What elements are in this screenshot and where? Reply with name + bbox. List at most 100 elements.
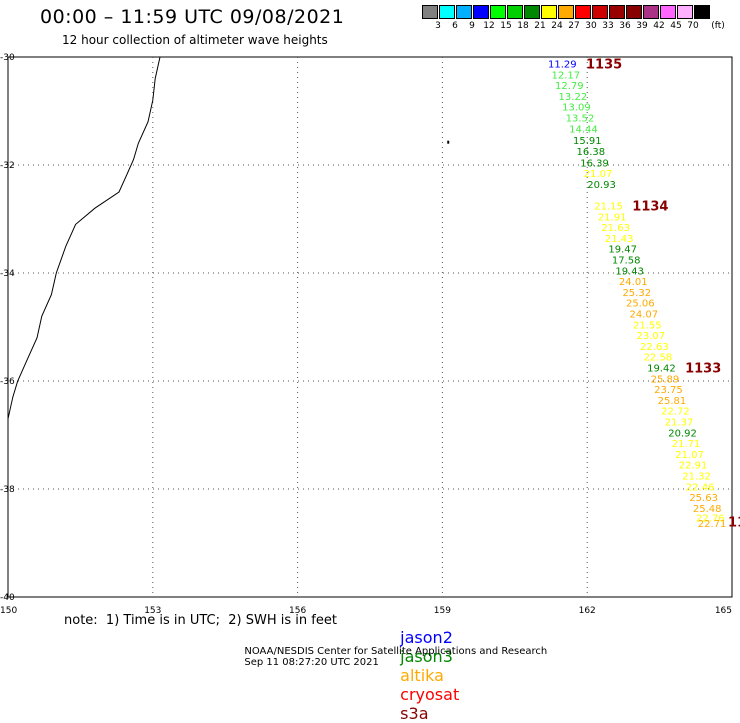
swh-label: 20.92: [668, 428, 697, 439]
satellite-altika: altika: [400, 666, 444, 685]
map-subtitle: 12 hour collection of altimeter wave hei…: [62, 33, 328, 47]
map-frame: [7, 56, 733, 598]
track-id-label: 1133: [685, 362, 721, 377]
legend-label: 42: [653, 21, 665, 31]
legend-label: 21: [534, 21, 546, 31]
swh-label: 22.63: [640, 342, 669, 353]
swh-label: 12.17: [552, 70, 581, 81]
island-marker: [447, 140, 450, 144]
legend-swatch: [660, 5, 676, 19]
swh-label: 20.93: [587, 180, 616, 191]
swh-label: 21.37: [665, 418, 694, 429]
swh-label: 17.58: [612, 256, 641, 267]
lon-tick-label: 150: [0, 606, 17, 616]
swh-label: 21.43: [605, 234, 634, 245]
swh-label: 25.32: [622, 288, 651, 299]
track-id-label: 1135: [586, 57, 622, 72]
track-id-label-partial: 11: [728, 515, 740, 530]
legend-label: 12: [483, 21, 495, 31]
swh-label: 13.52: [566, 113, 595, 124]
swh-label: 21.55: [633, 320, 662, 331]
lon-tick-label: 156: [289, 606, 306, 616]
wave-height-map: 150 153 156 159 162 165 -30 -32 -34 -36 -38 -40 11.2…: [0, 53, 740, 616]
legend-label: 70: [687, 21, 699, 31]
swh-label: 22.46: [686, 482, 715, 493]
footnote: note: 1) Time is in UTC; 2) SWH is in fe…: [64, 613, 337, 628]
legend-label: 9: [469, 21, 475, 31]
legend-swatch: [439, 5, 455, 19]
swh-label: 24.01: [619, 277, 648, 288]
lon-tick-label: 165: [715, 606, 732, 616]
satellite-cryosat: cryosat: [400, 685, 460, 704]
swh-label: 21.07: [584, 169, 613, 180]
credit-org: NOAA/NESDIS Center for Satellite Applica…: [244, 646, 548, 657]
satellite-s3a: s3a: [400, 704, 429, 723]
swh-label: 19.43: [615, 266, 644, 277]
swh-label: 23.07: [637, 331, 666, 342]
legend-label: 15: [500, 21, 512, 31]
legend-label: 6: [452, 21, 458, 31]
legend-swatch: [524, 5, 540, 19]
legend-swatch: [609, 5, 625, 19]
satellite-jason2: jason2: [400, 628, 453, 647]
legend-swatch: [422, 5, 438, 19]
swh-label: 24.07: [629, 310, 658, 321]
swh-label: 15.91: [573, 136, 602, 147]
legend-swatch: [558, 5, 574, 19]
swh-label: 22.91: [679, 461, 708, 472]
legend-label: 3: [435, 21, 441, 31]
swh-label: 21.32: [682, 472, 711, 483]
credit-line: NOAA/NESDIS Center for Satellite Applica…: [238, 635, 561, 668]
legend-swatch: [626, 5, 642, 19]
track-id-label: 1134: [632, 200, 668, 215]
swh-label: 23.75: [654, 385, 683, 396]
coastline: [7, 56, 161, 419]
legend-swatch: [541, 5, 557, 19]
lon-tick-label: 159: [434, 606, 451, 616]
legend-swatch: [694, 5, 710, 19]
swh-label: 25.63: [689, 493, 718, 504]
swh-label: 25.81: [658, 396, 687, 407]
legend-label: 30: [585, 21, 597, 31]
lat-tick-label: -36: [0, 377, 15, 387]
swh-label: 11.29: [548, 59, 577, 70]
swh-label: 25.06: [626, 299, 655, 310]
swh-label: 21.91: [598, 212, 627, 223]
swh-label: 21.71: [672, 439, 701, 450]
lon-tick-label: 162: [579, 606, 596, 616]
legend-swatch: [473, 5, 489, 19]
swh-label: 21.63: [601, 223, 630, 234]
credit-timestamp: Sep 11 08:27:20 UTC 2021: [244, 657, 379, 668]
swh-label: 16.39: [580, 158, 609, 169]
legend-swatch: [490, 5, 506, 19]
lat-tick-label: -34: [0, 269, 15, 279]
swh-label: 19.42: [647, 364, 676, 375]
swh-label: 21.15: [594, 202, 623, 213]
legend-swatch: [677, 5, 693, 19]
lat-tick-label: -38: [0, 485, 15, 495]
legend-label: 36: [619, 21, 631, 31]
lon-tick-label: 153: [144, 606, 161, 616]
legend-swatch: [456, 5, 472, 19]
map-title: 00:00 – 11:59 UTC 09/08/2021: [40, 6, 345, 28]
legend-label: 24: [551, 21, 563, 31]
legend-label: 27: [568, 21, 580, 31]
swh-label: 13.09: [562, 103, 591, 114]
swh-label: 22.58: [644, 353, 673, 364]
swh-label: 25.89: [651, 374, 680, 385]
legend-label: 18: [517, 21, 529, 31]
lat-tick-label: -32: [0, 161, 15, 171]
swh-label: 14.44: [569, 124, 598, 135]
swh-label: 19.47: [608, 245, 637, 256]
swh-label: 13.22: [559, 92, 588, 103]
legend-swatch: [643, 5, 659, 19]
swh-label: 22.72: [661, 407, 690, 418]
legend-swatch: [575, 5, 591, 19]
legend-swatch: [507, 5, 523, 19]
legend-label: 33: [602, 21, 614, 31]
legend-label: 45: [670, 21, 682, 31]
lat-tick-label: -30: [0, 53, 15, 63]
legend-label: 39: [636, 21, 648, 31]
lat-tick-label: -40: [0, 593, 15, 603]
swh-label: 12.79: [555, 81, 584, 92]
